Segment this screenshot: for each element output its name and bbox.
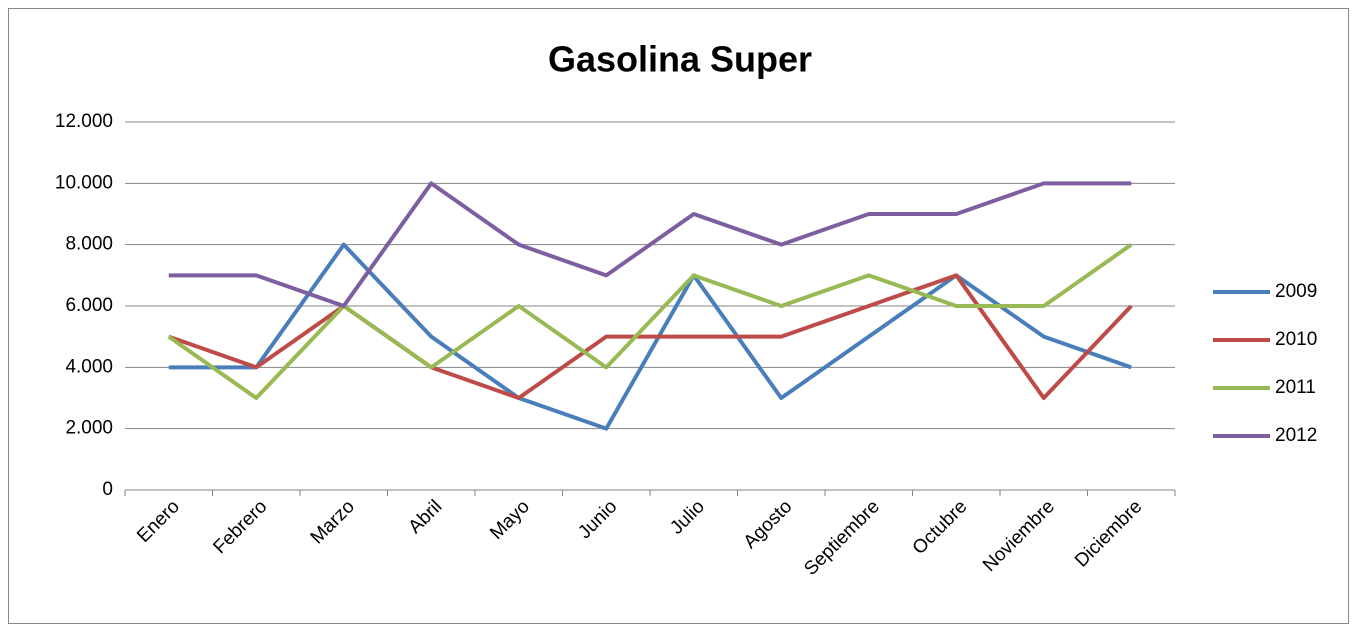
chart-frame [8,8,1349,624]
legend-label: 2010 [1275,329,1317,350]
legend-label: 2012 [1275,425,1317,446]
legend-label: 2009 [1275,281,1317,302]
y-tick-label: 0 [102,479,113,500]
y-tick-label: 12.000 [55,111,113,132]
y-tick-label: 10.000 [55,172,113,193]
y-tick-label: 8.000 [65,234,113,255]
y-tick-label: 6.000 [65,295,113,316]
y-tick-label: 4.000 [65,356,113,377]
series-line [167,243,1133,400]
series-line [168,181,1132,308]
chart-title: Gasolina Super [548,39,812,80]
y-tick-label: 2.000 [65,418,113,439]
legend-label: 2011 [1275,377,1316,398]
series-line [168,242,1132,431]
series-line [168,273,1133,400]
